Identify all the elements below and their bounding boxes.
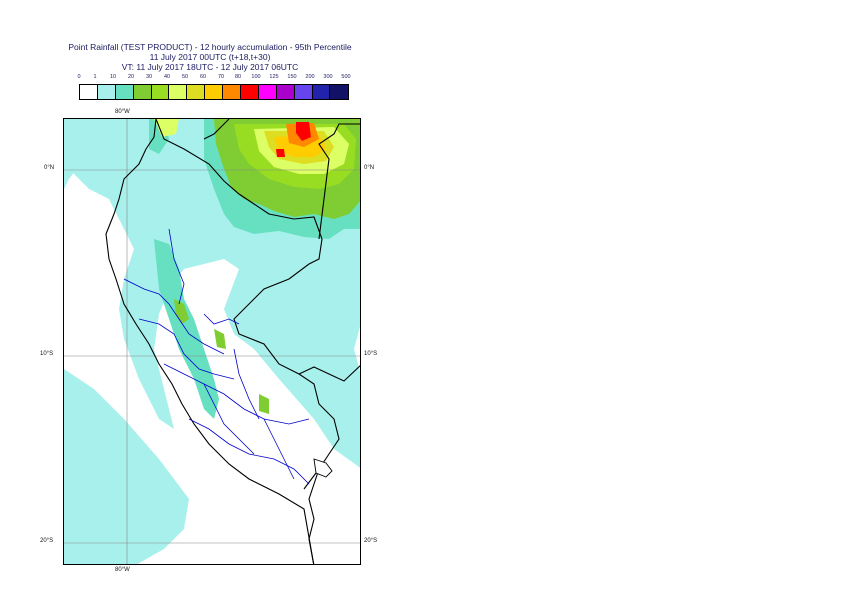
legend-tick: 80 [234,74,242,80]
lat-label-right: 20°S [364,538,378,544]
lat-label-left: 0°N [44,165,55,171]
map-title: Point Rainfall (TEST PRODUCT) - 12 hourl… [50,42,370,72]
legend-swatch [258,85,277,99]
title-line-1: Point Rainfall (TEST PRODUCT) - 12 hourl… [68,42,352,52]
rain-area-yellowgreen [154,119,179,137]
country-border [318,123,360,240]
legend-tick: 30 [145,74,153,80]
legend-swatch [294,85,313,99]
legend-tick: 10 [109,74,117,80]
region-boundary [263,418,295,480]
regional-boundaries [123,228,310,485]
legend-swatch [151,85,170,99]
legend-tick: 40 [163,74,171,80]
rain-area-green [174,299,189,324]
rain-area-light [64,369,189,564]
legend-swatch [187,85,206,99]
rain-area-green [259,394,269,414]
rain-area-green [214,329,226,349]
legend-tick: 100 [251,74,261,80]
legend-tick-labels: 0 1 10 20 30 40 50 60 70 80 100 125 150 … [70,74,360,84]
country-border [155,119,340,490]
rain-area-light [64,119,104,189]
legend-tick: 200 [305,74,315,80]
region-boundary [168,228,185,305]
region-boundary [203,313,240,325]
legend-swatch [241,85,259,99]
map-canvas [64,119,360,564]
legend-tick: 0 [77,74,81,80]
legend-tick: 70 [217,74,225,80]
legend-tick: 1 [93,74,97,80]
graticule [64,119,360,564]
legend-swatch [330,85,349,99]
region-boundary [188,418,310,485]
legend-tick: 50 [181,74,189,80]
rain-area-medium [154,239,219,419]
lat-label-right: 10°S [364,351,378,357]
legend-swatch [115,85,134,99]
coastline [105,119,315,564]
legend-tick: 125 [269,74,279,80]
legend-swatch [223,85,242,99]
legend-tick: 300 [323,74,333,80]
legend-swatch [276,85,295,99]
legend-tick: 150 [287,74,297,80]
country-border [203,119,230,140]
legend-tick: 20 [127,74,135,80]
region-boundary [203,383,255,455]
rainfall-fields [64,119,360,564]
lat-label-left: 10°S [40,351,54,357]
lon-label-bottom: 80°W [115,567,130,573]
lake-titicaca [313,458,333,478]
lat-label-right: 0°N [364,165,375,171]
legend-swatch [133,85,152,99]
legend-tick: 60 [199,74,207,80]
region-boundary [123,278,225,355]
legend-swatch [97,85,116,99]
legend-swatch [80,85,98,99]
country-border [298,365,360,382]
title-line-2: 11 July 2017 00UTC (t+18,t+30) [149,52,271,62]
legend-swatch [312,85,331,99]
region-boundary [163,363,310,425]
rain-area-red [276,149,285,157]
region-boundary [233,348,260,420]
lat-label-left: 20°S [40,538,54,544]
legend-swatch [169,85,188,99]
legend-tick: 500 [341,74,351,80]
rainfall-map [63,118,361,565]
region-boundary [138,318,235,380]
title-line-3: VT: 11 July 2017 18UTC - 12 July 2017 06… [121,62,299,72]
lon-label-top: 80°W [115,109,130,115]
color-legend-bar [79,84,350,100]
coastlines-borders [105,119,360,564]
country-border [308,468,320,564]
rain-area-red [296,122,311,141]
legend-swatch [205,85,224,99]
